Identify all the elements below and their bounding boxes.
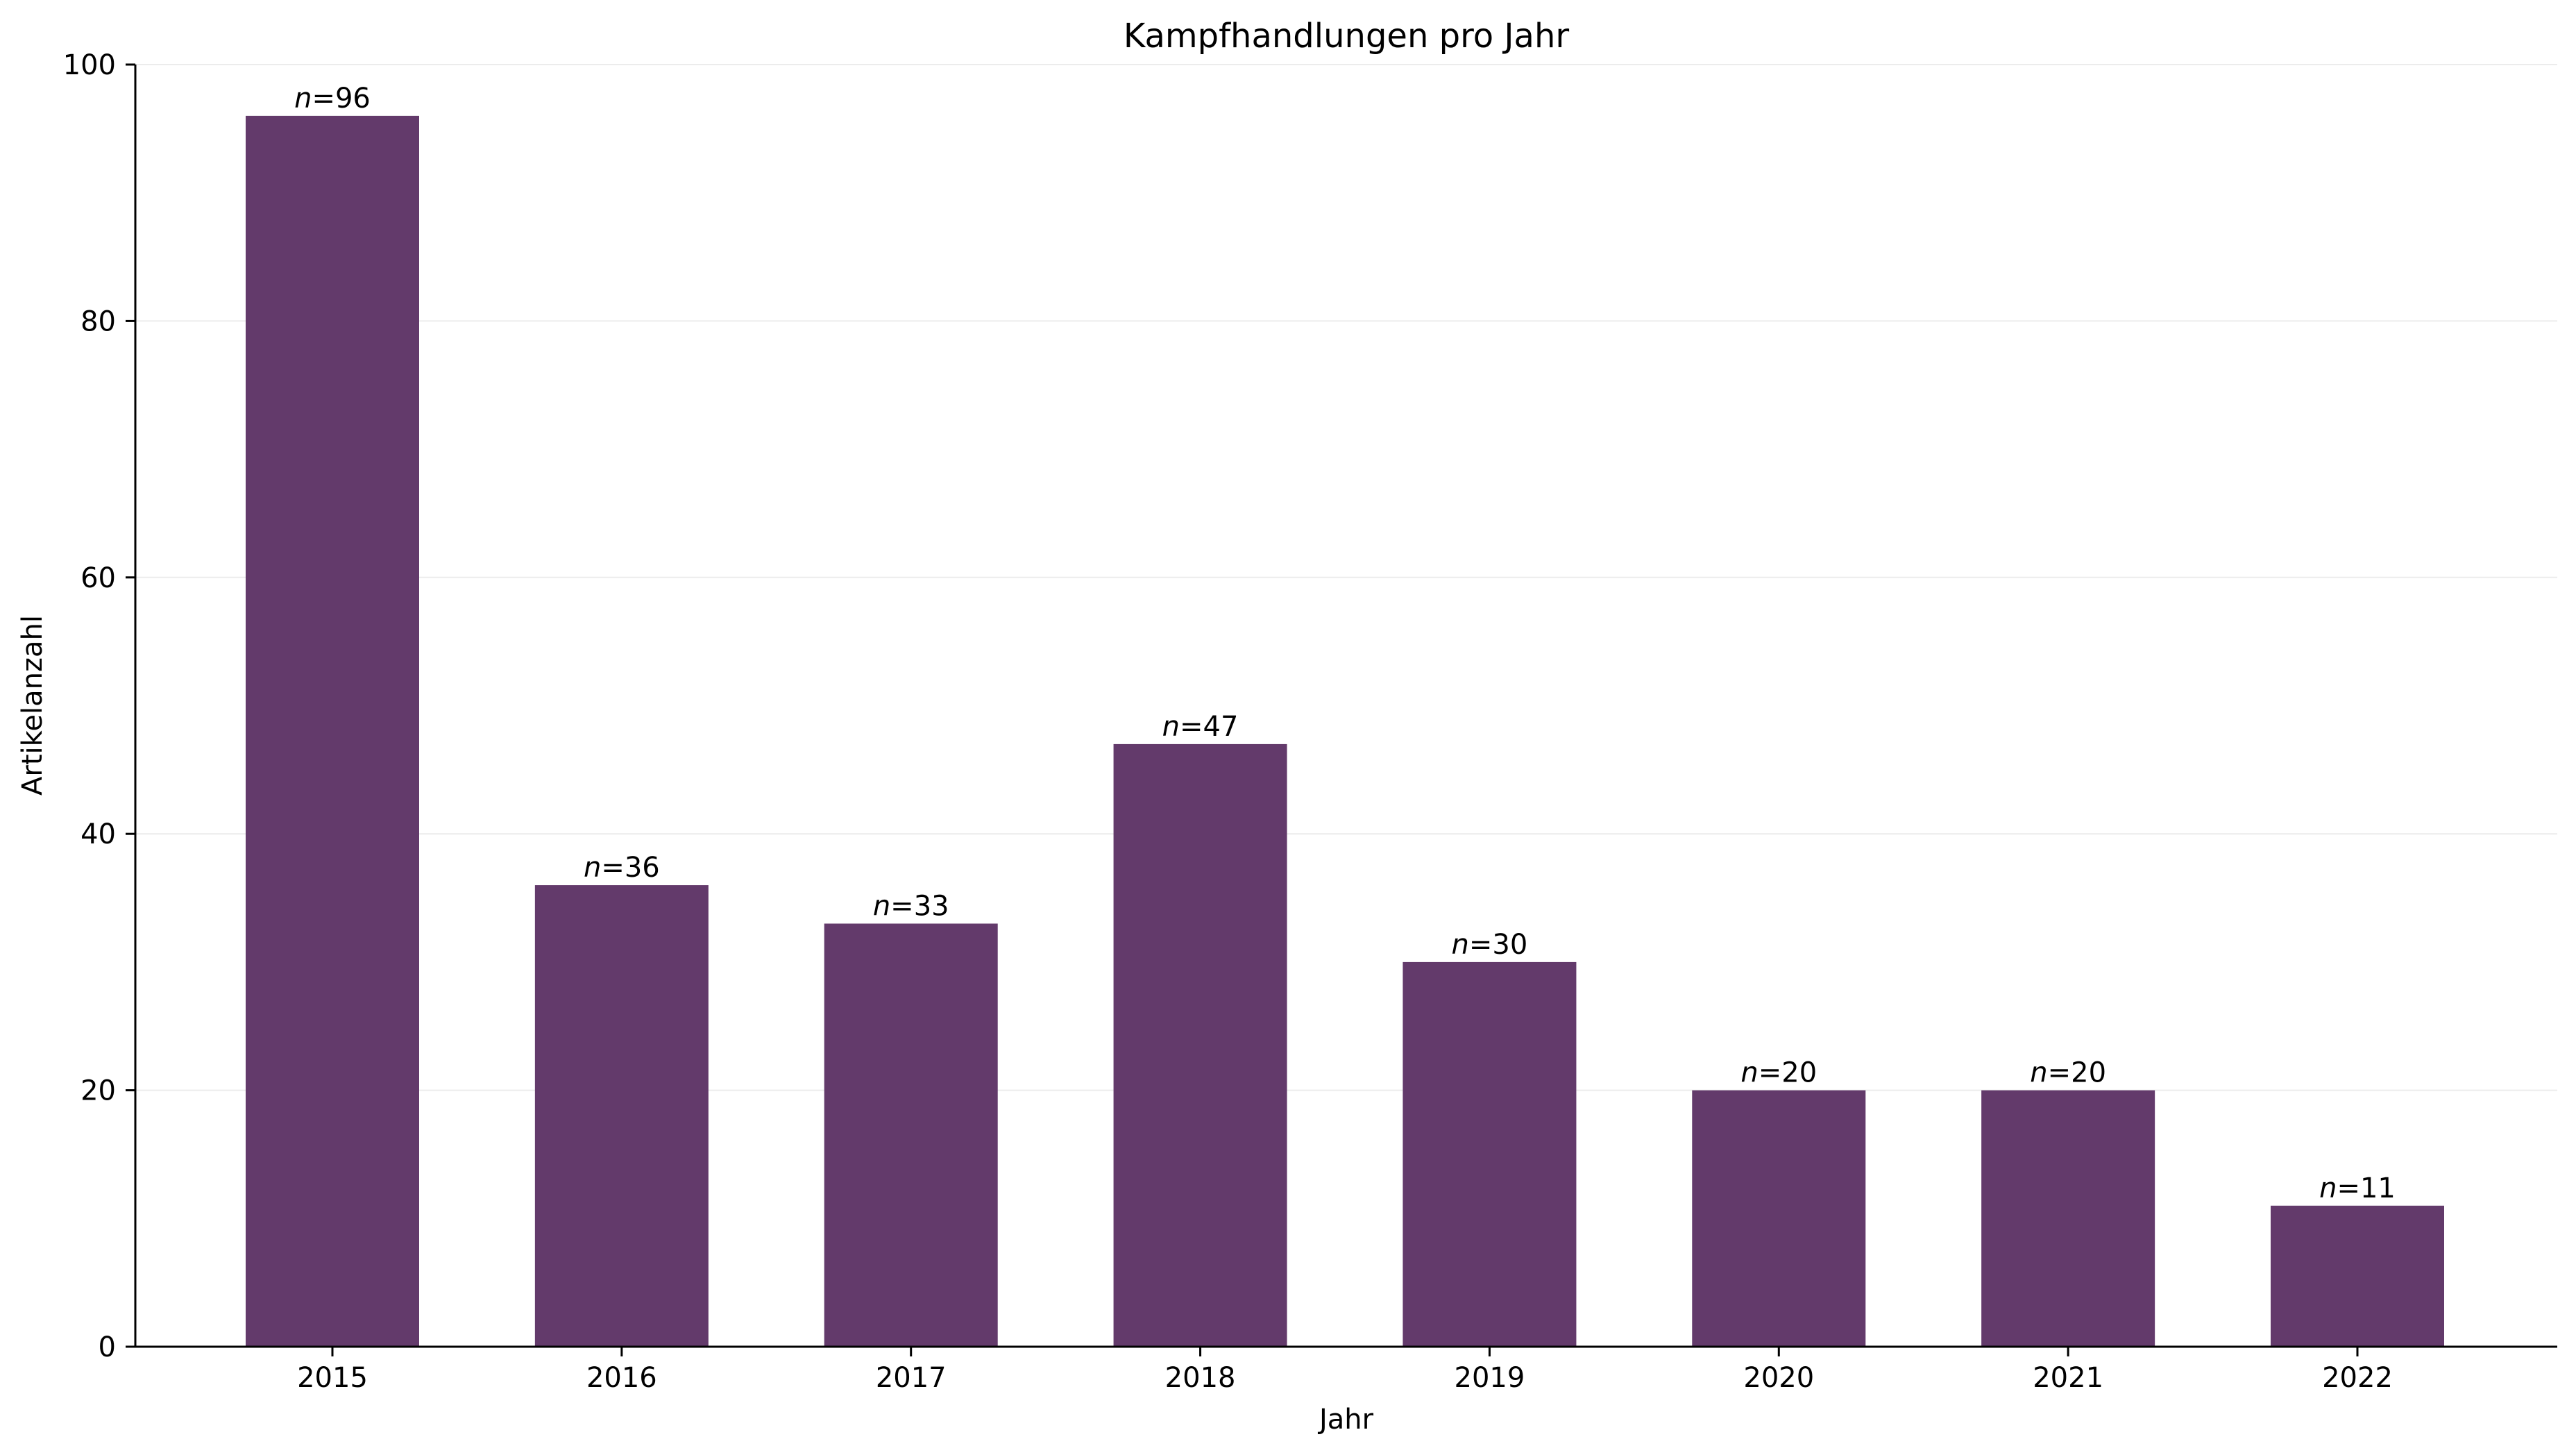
x-tick-label-2018: 2018 — [1165, 1362, 1236, 1394]
bar-2018 — [1113, 743, 1287, 1347]
bar-2017 — [824, 923, 998, 1347]
bar-2016 — [534, 885, 709, 1347]
bars — [246, 115, 2444, 1347]
data-label-2017: n=33 — [873, 890, 949, 922]
chart-title: Kampfhandlungen pro Jahr — [1124, 17, 1570, 56]
bar-2021 — [1981, 1090, 2155, 1347]
y-tick-label-20: 20 — [80, 1075, 116, 1107]
data-label-2021: n=20 — [2030, 1057, 2106, 1089]
data-labels: n=96 n=36 n=33 n=47 n=30 n=20 n=20 n=11 — [294, 83, 2396, 1204]
x-tick-label-2019: 2019 — [1455, 1362, 1525, 1394]
y-tick-label-0: 0 — [99, 1331, 116, 1363]
bar-2019 — [1403, 961, 1577, 1347]
bar-2022 — [2271, 1205, 2444, 1347]
x-tick-label-2017: 2017 — [876, 1362, 947, 1394]
y-axis-ticks: 0 20 40 60 80 100 — [63, 49, 135, 1363]
bar-2015 — [246, 115, 419, 1347]
bar-2020 — [1692, 1090, 1866, 1347]
x-axis-ticks: 2015 2016 2017 2018 2019 2020 2021 2022 — [297, 1347, 2393, 1394]
data-label-2020: n=20 — [1740, 1057, 1817, 1089]
x-tick-label-2016: 2016 — [586, 1362, 657, 1394]
data-label-2022: n=11 — [2319, 1172, 2396, 1204]
x-tick-label-2015: 2015 — [297, 1362, 368, 1394]
y-tick-label-100: 100 — [63, 49, 116, 81]
data-label-2019: n=30 — [1452, 929, 1528, 961]
y-tick-label-40: 40 — [80, 818, 116, 850]
x-tick-label-2021: 2021 — [2033, 1362, 2103, 1394]
y-axis-label: Artikelanzahl — [17, 615, 49, 796]
y-tick-label-60: 60 — [80, 562, 116, 594]
x-tick-label-2020: 2020 — [1743, 1362, 1814, 1394]
gridlines — [135, 64, 2557, 1091]
data-label-2016: n=36 — [584, 852, 660, 884]
y-tick-label-80: 80 — [80, 305, 116, 337]
data-label-2018: n=47 — [1162, 711, 1239, 743]
x-axis-label: Jahr — [1317, 1404, 1374, 1436]
data-label-2015: n=96 — [294, 83, 371, 115]
x-tick-label-2022: 2022 — [2322, 1362, 2393, 1394]
